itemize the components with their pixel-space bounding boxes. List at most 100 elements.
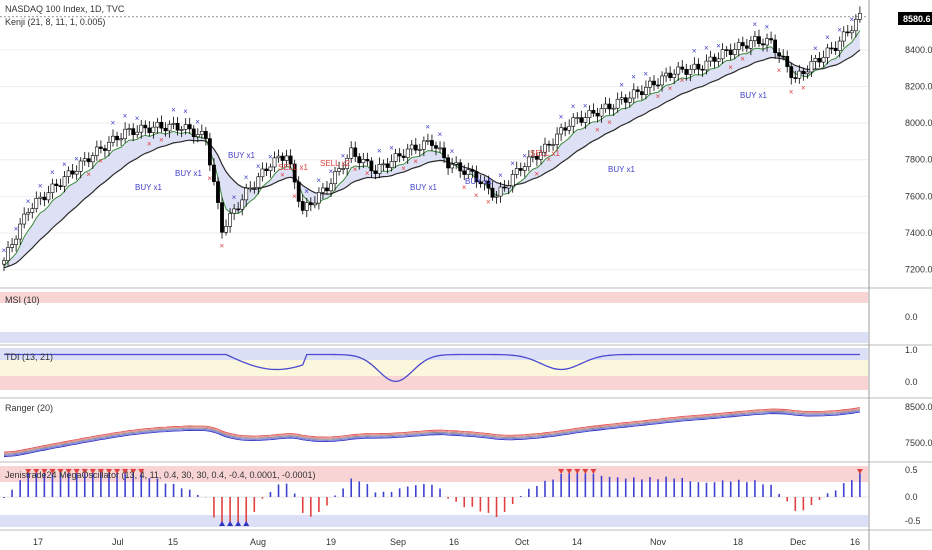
candle-body: [373, 170, 378, 174]
price-pane[interactable]: × × × × × × × × × × × × × × × × × × × × × × × × × × × × × × × × × × × × × × × ×…: [2, 6, 862, 272]
osc-bar: [277, 484, 280, 497]
candle-body: [813, 58, 818, 62]
candle: [90, 152, 95, 169]
osc-bar: [762, 484, 764, 497]
candle-body: [442, 147, 446, 158]
candle-body: [797, 70, 802, 79]
osc-sell-arrow: [25, 469, 32, 474]
candle: [668, 66, 673, 82]
osc-bar: [794, 497, 797, 511]
price-tick-label: 7800.0: [905, 155, 932, 165]
osc-bar: [713, 482, 716, 497]
signal-marker: ×: [837, 26, 842, 35]
signal-marker: ×: [740, 55, 745, 64]
osc-bar: [100, 472, 102, 497]
candle: [252, 181, 257, 194]
candle: [203, 127, 208, 146]
candle: [769, 31, 773, 44]
candle: [526, 150, 531, 172]
osc-bar: [374, 492, 377, 497]
candle: [648, 76, 652, 95]
candle: [228, 208, 232, 233]
tdi-pane[interactable]: [0, 348, 868, 390]
candle-body: [825, 47, 830, 58]
price-tick-label: 7600.0: [905, 191, 932, 201]
candle: [785, 50, 790, 73]
osc-tick-label: 0.5: [905, 465, 918, 475]
candle: [797, 64, 802, 84]
candle: [401, 149, 406, 162]
osc-bar: [689, 481, 692, 497]
osc-bar: [560, 473, 562, 497]
candle-body: [405, 148, 410, 158]
candle: [139, 119, 144, 139]
osc-bar: [536, 485, 538, 497]
candle: [724, 46, 729, 57]
price-tick-label: 7200.0: [905, 265, 932, 275]
candle: [672, 69, 677, 85]
signal-marker: ×: [256, 162, 261, 171]
candle-body: [288, 155, 293, 165]
candle: [333, 166, 337, 191]
osc-bar: [116, 472, 118, 497]
candle-body: [34, 198, 39, 209]
candle: [10, 237, 14, 253]
osc-sell-arrow: [73, 469, 80, 474]
candle-body: [94, 146, 99, 156]
candle-body: [155, 121, 160, 128]
candle: [195, 128, 200, 143]
osc-bar: [124, 472, 126, 497]
osc-bar: [35, 472, 38, 497]
candle-body: [280, 155, 285, 161]
signal-marker: ×: [111, 118, 116, 127]
candle: [761, 38, 765, 52]
candle: [361, 152, 366, 168]
candle-body: [607, 103, 612, 110]
x-tick-label: 16: [449, 537, 459, 547]
candle-body: [98, 146, 103, 149]
signal-marker: ×: [401, 164, 406, 173]
osc-bar: [92, 472, 94, 497]
candle-body: [535, 156, 539, 160]
signal-marker: ×: [765, 22, 770, 31]
candle-body: [740, 42, 745, 47]
msi-title: MSI (10): [5, 295, 40, 305]
candle-body: [587, 110, 592, 118]
signal-marker: ×: [474, 191, 479, 200]
candle-body: [688, 69, 693, 75]
osc-bar: [479, 497, 482, 512]
candle: [260, 162, 265, 182]
osc-sell-arrow: [57, 469, 64, 474]
candle-body: [526, 156, 531, 167]
candle-body: [268, 166, 273, 171]
candle: [664, 67, 669, 83]
ranger-pane[interactable]: [3, 407, 860, 458]
candle: [801, 67, 806, 81]
candle-body: [191, 128, 196, 138]
candle-body: [183, 124, 188, 130]
candle-body: [361, 159, 366, 164]
signal-marker: ×: [425, 123, 430, 132]
candle: [611, 104, 616, 116]
candle-body: [337, 168, 341, 172]
candle-body: [732, 49, 737, 55]
candle: [781, 49, 786, 61]
candle-body: [438, 147, 442, 150]
osc-bar: [431, 484, 433, 497]
candle: [458, 159, 463, 178]
candle-body: [329, 183, 333, 192]
oscillator-pane[interactable]: [0, 466, 868, 527]
candle: [518, 162, 523, 177]
cloud-band: [4, 30, 860, 268]
msi-pane[interactable]: [0, 292, 868, 343]
candle: [841, 26, 846, 48]
osc-bar: [350, 478, 352, 497]
osc-bar: [382, 491, 385, 497]
candle-body: [454, 162, 459, 165]
candle: [30, 202, 35, 219]
candle-body: [240, 199, 245, 210]
signal-label: BUY x1: [465, 177, 493, 186]
candle-body: [66, 170, 71, 177]
candle: [74, 165, 79, 180]
